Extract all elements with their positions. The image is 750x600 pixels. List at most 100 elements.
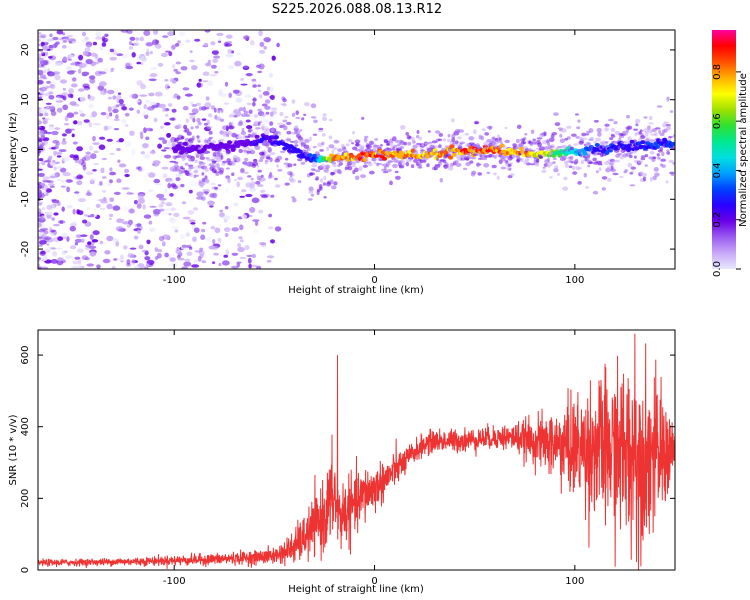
spectrogram-noise-point: [141, 113, 146, 117]
spectrogram-halo-point: [608, 118, 614, 122]
spectrogram-halo-point: [560, 146, 566, 149]
spectrogram-halo-point: [279, 150, 286, 153]
spectrogram-noise-point: [217, 88, 224, 93]
spectrogram-halo-point: [446, 139, 451, 143]
spectrogram-halo-point: [665, 180, 669, 184]
spectrogram-noise-point: [39, 87, 47, 92]
spectrogram-y-tick-label: 20: [20, 44, 31, 57]
spectrogram-halo-point: [580, 159, 585, 165]
spectrogram-halo-point: [261, 103, 268, 107]
spectrogram-noise-point: [244, 94, 251, 98]
spectrogram-halo-point: [225, 176, 230, 180]
spectrogram-noise-point: [134, 200, 138, 205]
spectrogram-ridge-point: [594, 143, 600, 147]
spectrogram-halo-point: [293, 125, 299, 130]
spectrogram-noise-point: [92, 230, 100, 236]
spectrogram-noise-point: [93, 162, 99, 165]
spectrogram-noise-point: [252, 101, 256, 107]
spectrogram-halo-point: [637, 160, 643, 163]
spectrogram-halo-point: [553, 112, 559, 116]
spectrogram-noise-point: [111, 105, 118, 110]
spectrogram-halo-point: [592, 190, 599, 195]
spectrogram-halo-point: [654, 172, 660, 177]
spectrogram-noise-point: [157, 62, 164, 67]
spectrogram-noise-point: [270, 107, 278, 111]
spectrogram-noise-point: [211, 64, 217, 69]
spectrogram-halo-point: [611, 160, 616, 164]
spectrogram-noise-point: [183, 261, 192, 267]
spectrogram-noise-point: [225, 167, 230, 170]
spectrogram-noise-point: [202, 188, 210, 193]
spectrogram-noise-point: [259, 50, 266, 54]
spectrogram-noise-point: [131, 93, 139, 99]
spectrogram-noise-point: [43, 189, 47, 195]
spectrogram-noise-point: [111, 266, 116, 269]
spectrogram-noise-point: [169, 257, 176, 262]
spectrogram-y-tick-label: 10: [20, 93, 31, 106]
spectrogram-noise-point: [40, 227, 49, 231]
spectrogram-noise-point: [120, 254, 124, 259]
spectrogram-halo-point: [554, 122, 561, 127]
spectrogram-x-ticks: -100 0 100: [163, 30, 584, 286]
spectrogram-halo-point: [639, 129, 643, 133]
spectrogram-halo-point: [483, 163, 490, 168]
spectrogram-noise-point: [219, 93, 228, 98]
spectrogram-noise-point: [66, 34, 73, 38]
spectrogram-noise-point: [70, 245, 77, 250]
spectrogram-noise-point: [59, 167, 67, 173]
spectrogram-noise-point: [182, 216, 191, 220]
spectrogram-halo-point: [607, 177, 612, 182]
spectrogram-halo-point: [200, 153, 205, 156]
spectrogram-noise-point: [118, 163, 127, 168]
spectrogram-halo-point: [347, 166, 353, 171]
spectrogram-halo-point: [322, 182, 326, 186]
spectrogram-noise-point: [219, 209, 224, 213]
spectrogram-noise-point: [54, 62, 63, 67]
spectrogram-noise-point: [227, 49, 233, 54]
spectrogram-noise-point: [76, 61, 83, 65]
spectrogram-noise-point: [209, 205, 214, 208]
spectrogram-noise-point: [124, 112, 130, 117]
spectrogram-noise-point: [223, 254, 228, 258]
spectrogram-halo-point: [282, 103, 287, 107]
spectrogram-noise-point: [217, 237, 222, 243]
spectrogram-halo-point: [274, 177, 278, 181]
spectrogram-halo-point: [309, 136, 312, 142]
spectrogram-noise-point: [210, 225, 216, 230]
spectrogram-noise-point: [78, 109, 83, 114]
spectrogram-halo-point: [493, 155, 497, 159]
spectrogram-halo-point: [260, 174, 264, 178]
spectrogram-noise-point: [258, 63, 265, 70]
colorbar-tick-label: 0.0: [712, 261, 723, 277]
spectrogram-noise-point: [181, 201, 187, 205]
spectrogram-noise-point: [271, 55, 276, 61]
spectrogram-noise-point: [148, 92, 155, 97]
spectrogram-noise-point: [171, 108, 177, 113]
spectrogram-halo-point: [502, 156, 508, 159]
spectrogram-noise-point: [85, 244, 92, 248]
spectrogram-noise-point: [42, 117, 46, 120]
spectrogram-noise-point: [212, 261, 216, 264]
spectrogram-noise-point: [142, 204, 146, 210]
spectrogram-noise-point: [204, 102, 212, 109]
spectrogram-noise-point: [161, 166, 169, 170]
spectrogram-noise-point: [39, 108, 47, 114]
spectrogram-halo-point: [213, 107, 217, 113]
spectrogram-noise-point: [224, 206, 229, 210]
spectrogram-halo-point: [496, 175, 500, 180]
spectrogram-halo-point: [331, 149, 335, 154]
spectrogram-noise-point: [167, 180, 175, 184]
spectrogram-noise-point: [96, 264, 101, 269]
spectrogram-halo-point: [364, 161, 368, 165]
spectrogram-halo-point: [424, 151, 428, 154]
spectrogram-halo-point: [209, 193, 215, 198]
spectrogram-noise-point: [157, 249, 163, 253]
spectrogram-halo-point: [516, 160, 520, 163]
spectrogram-noise-point: [101, 242, 108, 245]
spectrogram-noise-point: [61, 206, 65, 212]
spectrogram-noise-point: [261, 243, 267, 247]
spectrogram-noise-point: [116, 53, 124, 57]
spectrogram-halo-point: [389, 180, 393, 186]
spectrogram-halo-point: [255, 181, 261, 185]
spectrogram-ridge-point: [519, 146, 525, 151]
